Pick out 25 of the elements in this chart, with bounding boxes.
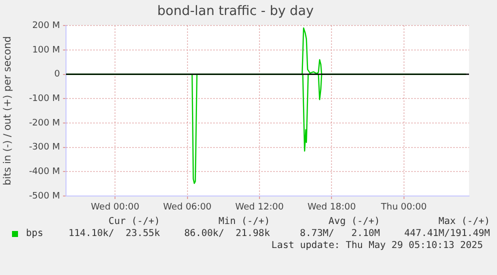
text: 114.10k/ 23.55k — [67, 228, 160, 240]
y-tick-label: -300 M — [28, 142, 60, 153]
y-tick-label: 200 M — [32, 20, 60, 31]
x-tick-label: Wed 00:00 — [90, 202, 140, 213]
text: Last update: Thu May 29 05:10:13 2025 — [270, 240, 483, 252]
y-tick-label: 0 — [54, 70, 60, 80]
legend-label: bps — [26, 228, 44, 240]
x-tick-label: Wed 18:00 — [307, 202, 356, 213]
x-tick-label: Wed 06:00 — [163, 202, 212, 213]
text: Avg (-/+) — [328, 216, 380, 228]
y-tick-label: -100 M — [28, 94, 60, 104]
y-tick-label: -400 M — [28, 167, 60, 177]
y-tick-label: -500 M — [28, 191, 60, 202]
chart-title: bond-lan traffic - by day — [157, 4, 314, 20]
y-axis-title: bits in (-) / out (+) per second — [2, 36, 14, 186]
text: 447.41M/191.49M — [403, 228, 490, 240]
y-tick-label: 100 M — [32, 45, 60, 56]
x-tick-label: Thu 00:00 — [380, 202, 427, 213]
y-tick-label: -200 M — [28, 118, 60, 128]
text: Min (-/+) — [218, 216, 270, 228]
text: 8.73M/ 2.10M — [298, 228, 380, 240]
text: 86.00k/ 21.98k — [183, 228, 270, 240]
text: Max (-/+) — [438, 216, 490, 228]
x-tick-label: Wed 12:00 — [235, 202, 284, 213]
text: Cur (-/+) — [108, 216, 160, 228]
